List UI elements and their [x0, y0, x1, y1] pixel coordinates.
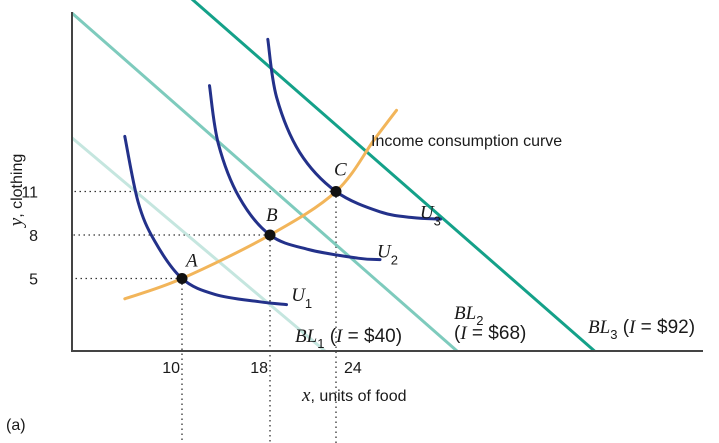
indifference-label-1: U1	[291, 285, 312, 311]
budget-line-2	[71, 12, 458, 353]
x-tick-label: 10	[162, 360, 180, 377]
budget-lines	[71, 0, 596, 353]
y-axis-label: y, clothing	[6, 154, 27, 228]
x-tick-label: 18	[250, 360, 268, 377]
income-consumption-curve-group	[123, 108, 398, 301]
icc-label: Income consumption curve	[371, 133, 562, 150]
budget-label-2-income: (I = $68)	[454, 323, 526, 344]
point-B	[264, 229, 276, 241]
point-C	[330, 186, 342, 197]
guide-lines	[72, 190, 337, 443]
indifference-label-3: U3	[420, 203, 441, 229]
y-tick-label: 11	[21, 185, 38, 202]
budget-line-1	[71, 136, 326, 353]
axes	[71, 12, 703, 352]
chart-labels: 10 18 24 5 8 11 A B C U1 U2 U3 BL1 (I = $40) BL2(I = …	[6, 133, 695, 434]
point-label-A: A	[184, 251, 198, 272]
x-axis-label: x, units of food	[301, 385, 407, 406]
point-A	[176, 273, 188, 284]
budget-label-1: BL1 (I = $40)	[295, 326, 402, 351]
x-tick-label: 24	[344, 360, 362, 377]
indifference-curve-2	[208, 84, 382, 262]
budget-label-2-name: BL2	[454, 303, 483, 328]
budget-label-3: BL3 (I = $92)	[588, 317, 695, 342]
bundle-points	[176, 186, 342, 284]
income-consumption-curve	[123, 108, 398, 301]
point-label-B: B	[266, 205, 278, 226]
point-label-C: C	[334, 160, 347, 181]
y-tick-label: 5	[29, 272, 38, 289]
y-tick-label: 8	[29, 228, 38, 245]
indifference-curve-1	[123, 134, 288, 307]
budget-line-3	[190, 0, 596, 353]
panel-label: (a)	[6, 417, 26, 434]
indifference-label-2: U2	[377, 242, 398, 268]
